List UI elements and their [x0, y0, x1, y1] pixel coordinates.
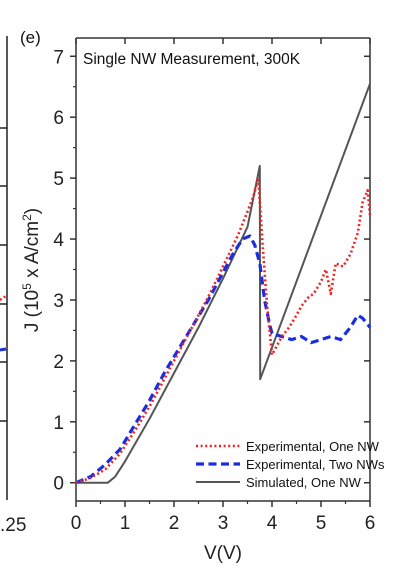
y-axis-title-middle: x A/cm	[22, 221, 43, 283]
x-tick-label: 3	[218, 513, 229, 534]
y-tick-label: 5	[53, 169, 64, 190]
x-tick-label: 1	[120, 513, 131, 534]
x-tick-label: 4	[267, 513, 278, 534]
legend: Experimental, One NW Experimental, Two NW…	[196, 439, 385, 490]
x-tick-label: 6	[365, 513, 376, 534]
x-tick-label: 0	[71, 513, 82, 534]
panel-label: (e)	[20, 28, 41, 47]
series-line-solid	[76, 84, 370, 483]
legend-label: Simulated, One NW	[246, 475, 362, 490]
y-axis-title-suffix: )	[22, 208, 43, 214]
y-tick-label: 6	[53, 108, 64, 129]
series-line-dotted	[76, 178, 370, 483]
y-ticks: 0 1 2 3 4 5 6 7	[53, 47, 370, 494]
y-tick-label: 7	[53, 47, 64, 68]
y-tick-label: 1	[53, 413, 64, 434]
x-tick-label: 5	[316, 513, 327, 534]
y-axis-title: J (105 x A/cm2)	[20, 208, 43, 332]
y-tick-label: 0	[53, 474, 64, 495]
x-axis-title: V(V)	[204, 543, 242, 564]
y-axis-title-prefix: J (10	[22, 290, 43, 332]
left-panel-dashed-fragment	[0, 349, 6, 350]
series-layer	[76, 84, 370, 483]
y-tick-label: 3	[53, 291, 64, 312]
y-tick-label: 4	[53, 230, 64, 251]
y-tick-label: 2	[53, 352, 64, 373]
chart-title: Single NW Measurement, 300K	[83, 51, 301, 68]
legend-label: Experimental, Two NWs	[246, 457, 385, 472]
legend-label: Experimental, One NW	[246, 439, 380, 454]
left-panel-tick-label: .25	[0, 515, 26, 536]
x-tick-label: 2	[169, 513, 180, 534]
left-panel-dotted-fragment	[0, 296, 6, 300]
